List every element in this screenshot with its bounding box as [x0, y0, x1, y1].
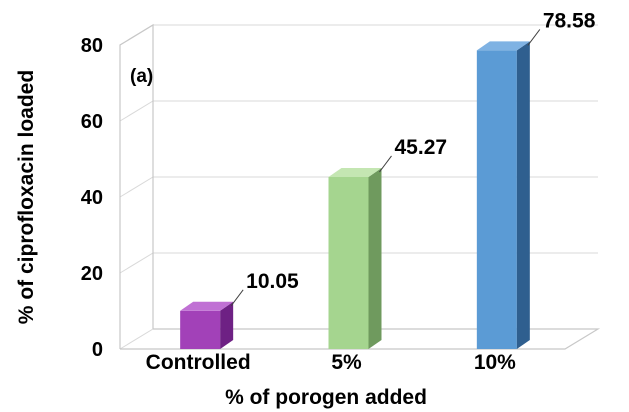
data-label: 78.58: [543, 9, 596, 32]
y-tick-label: 20: [81, 263, 103, 285]
bar-top: [328, 167, 382, 177]
data-label: 10.05: [246, 270, 299, 293]
y-tick-label: 40: [81, 187, 103, 209]
bar-front: [328, 176, 369, 349]
panel-label: (a): [130, 66, 153, 87]
data-label-leader: [379, 155, 392, 173]
y-tick-label: 60: [81, 111, 103, 133]
data-labels: 10.05 45.27 78.58: [230, 9, 596, 307]
bar-Controlled: [180, 301, 234, 349]
bar-side: [368, 167, 382, 349]
data-label-leader: [527, 29, 541, 46]
bar-top: [476, 41, 530, 51]
bar-side: [220, 301, 234, 349]
bar-5%: [328, 167, 382, 349]
bar-front: [180, 310, 221, 349]
data-label-leader: [230, 289, 244, 307]
bars: [180, 41, 530, 350]
bar-front: [476, 50, 517, 350]
y-tick-label: 0: [92, 339, 103, 361]
x-category-label: 5%: [331, 351, 362, 374]
x-category-label: Controlled: [146, 351, 251, 374]
x-axis-title: % of porogen added: [225, 386, 427, 409]
bar-side: [516, 41, 530, 350]
y-tick-label: 80: [81, 35, 103, 57]
y-tick-labels: 0 20 40 60 80: [81, 35, 103, 361]
bar-top: [180, 301, 234, 311]
data-label: 45.27: [395, 136, 448, 159]
x-category-label: 10%: [474, 351, 516, 374]
y-axis-title: % of ciprofloxacin loaded: [15, 70, 38, 324]
x-category-labels: Controlled 5% 10%: [146, 351, 517, 374]
y-axis-wall: [119, 23, 154, 349]
bar-10%: [476, 41, 530, 350]
